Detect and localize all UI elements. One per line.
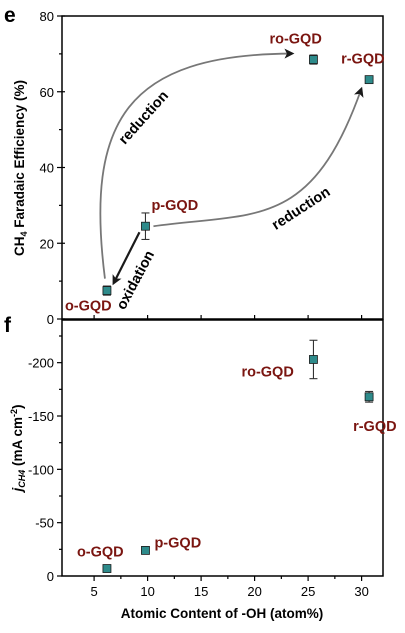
panel-f-x-axis-label: Atomic Content of -OH (atom%) bbox=[121, 606, 323, 621]
panel-f-x-ticks: 5 10 15 20 25 30 bbox=[90, 576, 369, 599]
panel-f-y-axis-label: jCH4 (mA cm-2) bbox=[9, 404, 27, 493]
panel-f-x-tick-label: 30 bbox=[354, 584, 368, 599]
panel-e-label: e bbox=[4, 4, 16, 27]
panel-e-point-label: ro-GQD bbox=[269, 32, 321, 48]
panel-f-y-tick-label: -150 bbox=[28, 409, 54, 424]
panel-f-x-tick-label: 20 bbox=[247, 584, 261, 599]
panel-e-point bbox=[309, 55, 318, 64]
panel-e-y-tick-label: 40 bbox=[40, 161, 54, 176]
panel-e-y-ticks: 0 20 40 60 80 bbox=[40, 9, 363, 327]
panel-e-y-axis-label: CH4 Faradaic Efficiency (%) bbox=[12, 80, 29, 256]
panel-e-arrow-label: oxidation bbox=[114, 248, 158, 312]
panel-f-point-label: ro-GQD bbox=[241, 364, 293, 380]
panel-e-points: o-GQD p-GQD ro-GQD r-GQD bbox=[65, 32, 385, 315]
panel-f-x-tick-label: 5 bbox=[90, 584, 97, 599]
panel-f-point-label: p-GQD bbox=[154, 535, 201, 551]
panel-e-arrows: reduction reduction oxidation bbox=[99, 48, 364, 313]
panel-e-arrow-label: reduction bbox=[269, 184, 333, 233]
reduction-arrow-2 bbox=[153, 86, 364, 228]
panel-e-point-label: o-GQD bbox=[65, 299, 112, 315]
reduction-arrow-1 bbox=[99, 48, 295, 279]
panel-e-y-tick-label: 60 bbox=[40, 85, 54, 100]
panel-e-point-label: p-GQD bbox=[151, 198, 198, 214]
panel-f-point bbox=[141, 546, 150, 555]
panel-f-y-tick-label: -200 bbox=[28, 356, 54, 371]
panel-f-point-label: o-GQD bbox=[77, 545, 124, 561]
panel-f-x-tick-label: 25 bbox=[301, 584, 315, 599]
panel-f-x-tick-label: 10 bbox=[140, 584, 154, 599]
panel-f-y-tick-label: -100 bbox=[28, 462, 54, 477]
panel-f-y-ticks: 0 -50 -100 -150 -200 bbox=[28, 335, 62, 584]
panel-f-point bbox=[364, 392, 374, 402]
panel-e-point bbox=[364, 75, 374, 85]
panel-f-x-tick-label: 15 bbox=[194, 584, 208, 599]
panel-e-frame bbox=[61, 15, 384, 320]
panel-e-arrow-label: reduction bbox=[116, 88, 172, 148]
panel-f-y-tick-label: 0 bbox=[47, 569, 54, 584]
panel-f-point-label: r-GQD bbox=[353, 419, 397, 435]
panel-e-point-label: r-GQD bbox=[341, 52, 385, 68]
panel-f-label: f bbox=[4, 314, 12, 337]
panel-f-points: o-GQD p-GQD ro-GQD r-GQD bbox=[77, 339, 397, 573]
panel-f-y-tick-label: -50 bbox=[35, 516, 54, 531]
panel-f: f 0 -50 -100 -150 -200 5 10 15 20 25 30 jCH4 (mA … bbox=[4, 314, 397, 621]
oxidation-arrow bbox=[112, 231, 141, 286]
panel-f-frame bbox=[61, 319, 384, 577]
panel-f-point bbox=[102, 564, 112, 573]
panel-f-point bbox=[309, 355, 318, 364]
panel-e-point bbox=[141, 221, 150, 231]
panel-e-y-tick-label: 20 bbox=[40, 236, 54, 251]
panel-e-y-tick-label: 80 bbox=[40, 9, 54, 24]
panel-e-point bbox=[102, 286, 112, 295]
panel-e-y-tick-label: 0 bbox=[47, 312, 54, 327]
